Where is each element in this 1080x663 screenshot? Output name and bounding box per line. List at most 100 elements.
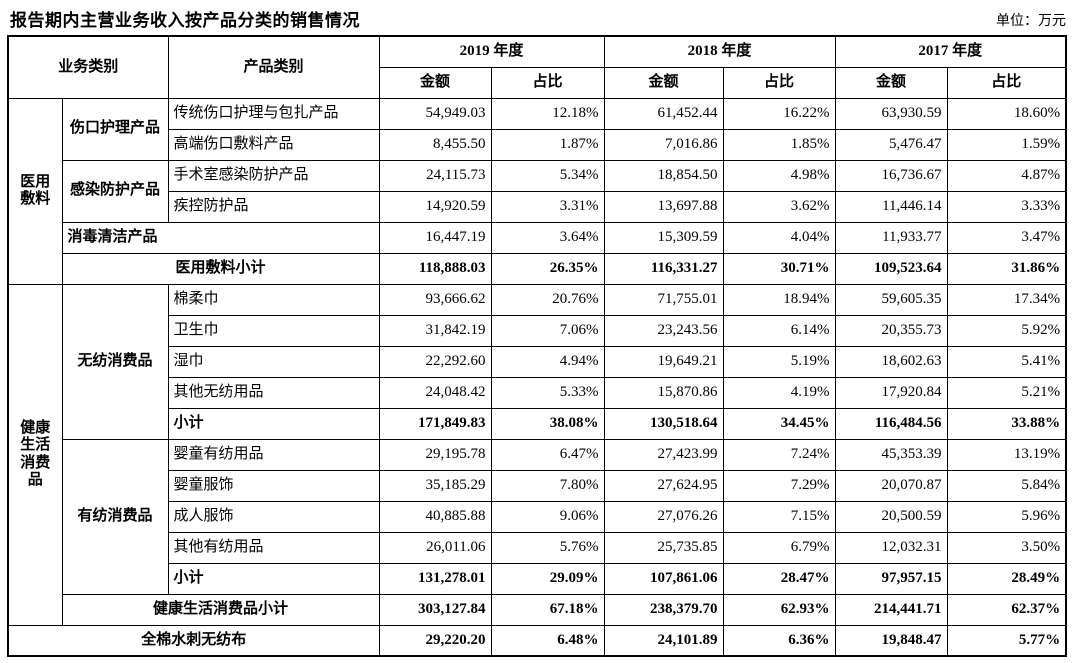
- cell-amount-2018: 27,076.26: [603, 500, 724, 533]
- table-row: 医用敷料 伤口护理产品 传统伤口护理与包扎产品 54,949.03 12.18%…: [7, 97, 1067, 285]
- cell-ratio-2017: 62.37%: [946, 593, 1067, 626]
- cell-amount-2017: 16,736.67: [834, 159, 948, 192]
- table-header-row-2: 金额 占比 金额 占比 金额 占比: [8, 66, 1067, 99]
- cell-ratio-2019: 20.76%: [490, 283, 605, 316]
- col-header-amount-2019: 金额: [378, 66, 492, 99]
- cell-amount-2017: 11,446.14: [834, 190, 948, 223]
- cell-ratio-2019: 1.87%: [490, 128, 605, 161]
- col-header-amount-2017: 金额: [834, 66, 948, 99]
- cell-amount-2019: 131,278.01: [378, 562, 492, 595]
- cell-amount-2019: 29,195.78: [378, 438, 492, 471]
- cell-amount-2017: 12,032.31: [834, 531, 948, 564]
- cell-ratio-2018: 7.24%: [722, 438, 836, 471]
- cell-sub-category: 伤口护理产品: [61, 97, 169, 161]
- subtotal-row-woven: 小计 131,278.01 29.09% 107,861.06 28.47% 9…: [8, 562, 1067, 595]
- cell-amount-2019: 171,849.83: [378, 407, 492, 440]
- cell-amount-2018: 238,379.70: [603, 593, 724, 626]
- cell-amount-2019: 93,666.62: [378, 283, 492, 316]
- cell-ratio-2018: 6.14%: [722, 314, 836, 347]
- cell-amount-2018: 24,101.89: [603, 624, 724, 657]
- cell-amount-2018: 27,624.95: [603, 469, 724, 502]
- cell-amount-2018: 25,735.85: [603, 531, 724, 564]
- cell-amount-2017: 19,848.47: [834, 624, 948, 657]
- cell-amount-2017: 214,441.71: [834, 593, 948, 626]
- cell-ratio-2017: 18.60%: [946, 97, 1067, 130]
- cell-ratio-2017: 5.84%: [946, 469, 1067, 502]
- cell-product: 疾控防护品: [167, 190, 380, 223]
- cell-ratio-2018: 6.36%: [722, 624, 836, 657]
- cell-amount-2017: 18,602.63: [834, 345, 948, 378]
- cell-ratio-2017: 33.88%: [946, 407, 1067, 440]
- cell-ratio-2019: 5.34%: [490, 159, 605, 192]
- cell-ratio-2018: 30.71%: [722, 252, 836, 285]
- cell-amount-2019: 54,949.03: [378, 97, 492, 130]
- col-header-amount-2018: 金额: [603, 66, 724, 99]
- cell-amount-2018: 107,861.06: [603, 562, 724, 595]
- table-row: 成人服饰 40,885.88 9.06% 27,076.26 7.15% 20,…: [8, 500, 1067, 533]
- cell-amount-2019: 40,885.88: [378, 500, 492, 533]
- cell-amount-2018: 23,243.56: [603, 314, 724, 347]
- col-header-year-2018: 2018 年度: [603, 35, 836, 68]
- cell-amount-2019: 26,011.06: [378, 531, 492, 564]
- cell-amount-2018: 7,016.86: [603, 128, 724, 161]
- col-header-product-category: 产品类别: [167, 35, 380, 99]
- cell-product: 高端伤口敷料产品: [167, 128, 380, 161]
- cell-amount-2018: 19,649.21: [603, 345, 724, 378]
- cell-amount-2019: 29,220.20: [378, 624, 492, 657]
- cell-ratio-2018: 6.79%: [722, 531, 836, 564]
- col-header-ratio-2017: 占比: [946, 66, 1067, 99]
- cell-amount-2018: 13,697.88: [603, 190, 724, 223]
- cell-amount-2019: 303,127.84: [378, 593, 492, 626]
- cell-amount-2019: 14,920.59: [378, 190, 492, 223]
- cell-ratio-2019: 6.48%: [490, 624, 605, 657]
- cell-product: 棉柔巾: [167, 283, 380, 316]
- cell-ratio-2017: 1.59%: [946, 128, 1067, 161]
- cell-row-label: 医用敷料小计: [61, 252, 380, 285]
- col-header-business-category: 业务类别: [7, 35, 169, 99]
- cell-ratio-2017: 5.92%: [946, 314, 1067, 347]
- cell-amount-2019: 31,842.19: [378, 314, 492, 347]
- cell-amount-2019: 35,185.29: [378, 469, 492, 502]
- cell-row-label: 全棉水刺无纺布: [7, 624, 380, 657]
- cell-product: 传统伤口护理与包扎产品: [167, 97, 380, 130]
- table-row: 有纺消费品 婴童有纺用品 29,195.78 6.47% 27,423.99 7…: [8, 438, 1067, 595]
- cell-amount-2019: 16,447.19: [378, 221, 492, 254]
- cell-amount-2017: 59,605.35: [834, 283, 948, 316]
- cell-amount-2017: 20,070.87: [834, 469, 948, 502]
- cell-amount-2019: 118,888.03: [378, 252, 492, 285]
- cell-ratio-2018: 1.85%: [722, 128, 836, 161]
- cell-product: 卫生巾: [167, 314, 380, 347]
- cell-amount-2017: 11,933.77: [834, 221, 948, 254]
- cell-business-category: 健康生活消费品: [7, 283, 63, 626]
- cell-amount-2018: 71,755.01: [603, 283, 724, 316]
- cell-ratio-2019: 26.35%: [490, 252, 605, 285]
- cell-sub-category: 有纺消费品: [61, 438, 169, 595]
- cell-ratio-2017: 31.86%: [946, 252, 1067, 285]
- table-row: 其他有纺用品 26,011.06 5.76% 25,735.85 6.79% 1…: [8, 531, 1067, 564]
- cell-amount-2017: 116,484.56: [834, 407, 948, 440]
- cell-ratio-2017: 17.34%: [946, 283, 1067, 316]
- table-row: 消毒清洁产品 16,447.19 3.64% 15,309.59 4.04% 1…: [8, 221, 1067, 254]
- cell-ratio-2019: 5.76%: [490, 531, 605, 564]
- cell-amount-2017: 17,920.84: [834, 376, 948, 409]
- total-row-spunlace: 全棉水刺无纺布 29,220.20 6.48% 24,101.89 6.36% …: [7, 624, 1067, 657]
- cell-product: 小计: [167, 562, 380, 595]
- sales-by-product-table: 业务类别 产品类别 2019 年度 2018 年度 2017 年度 金额 占比 …: [7, 35, 1068, 657]
- cell-row-label: 消毒清洁产品: [61, 221, 380, 254]
- cell-ratio-2019: 3.64%: [490, 221, 605, 254]
- cell-ratio-2017: 5.96%: [946, 500, 1067, 533]
- cell-amount-2017: 45,353.39: [834, 438, 948, 471]
- cell-ratio-2017: 5.77%: [946, 624, 1067, 657]
- table-row: 感染防护产品 手术室感染防护产品 24,115.73 5.34% 18,854.…: [8, 159, 1067, 223]
- cell-amount-2018: 130,518.64: [603, 407, 724, 440]
- col-header-ratio-2018: 占比: [722, 66, 836, 99]
- subtotal-row-nonwoven: 小计 171,849.83 38.08% 130,518.64 34.45% 1…: [8, 407, 1067, 440]
- cell-ratio-2019: 7.80%: [490, 469, 605, 502]
- subtotal-row-healthy-life: 健康生活消费品小计 303,127.84 67.18% 238,379.70 6…: [8, 593, 1067, 626]
- cell-amount-2017: 20,355.73: [834, 314, 948, 347]
- cell-ratio-2017: 3.47%: [946, 221, 1067, 254]
- table-row: 湿巾 22,292.60 4.94% 19,649.21 5.19% 18,60…: [8, 345, 1067, 378]
- col-header-year-2019: 2019 年度: [378, 35, 605, 68]
- cell-ratio-2017: 4.87%: [946, 159, 1067, 192]
